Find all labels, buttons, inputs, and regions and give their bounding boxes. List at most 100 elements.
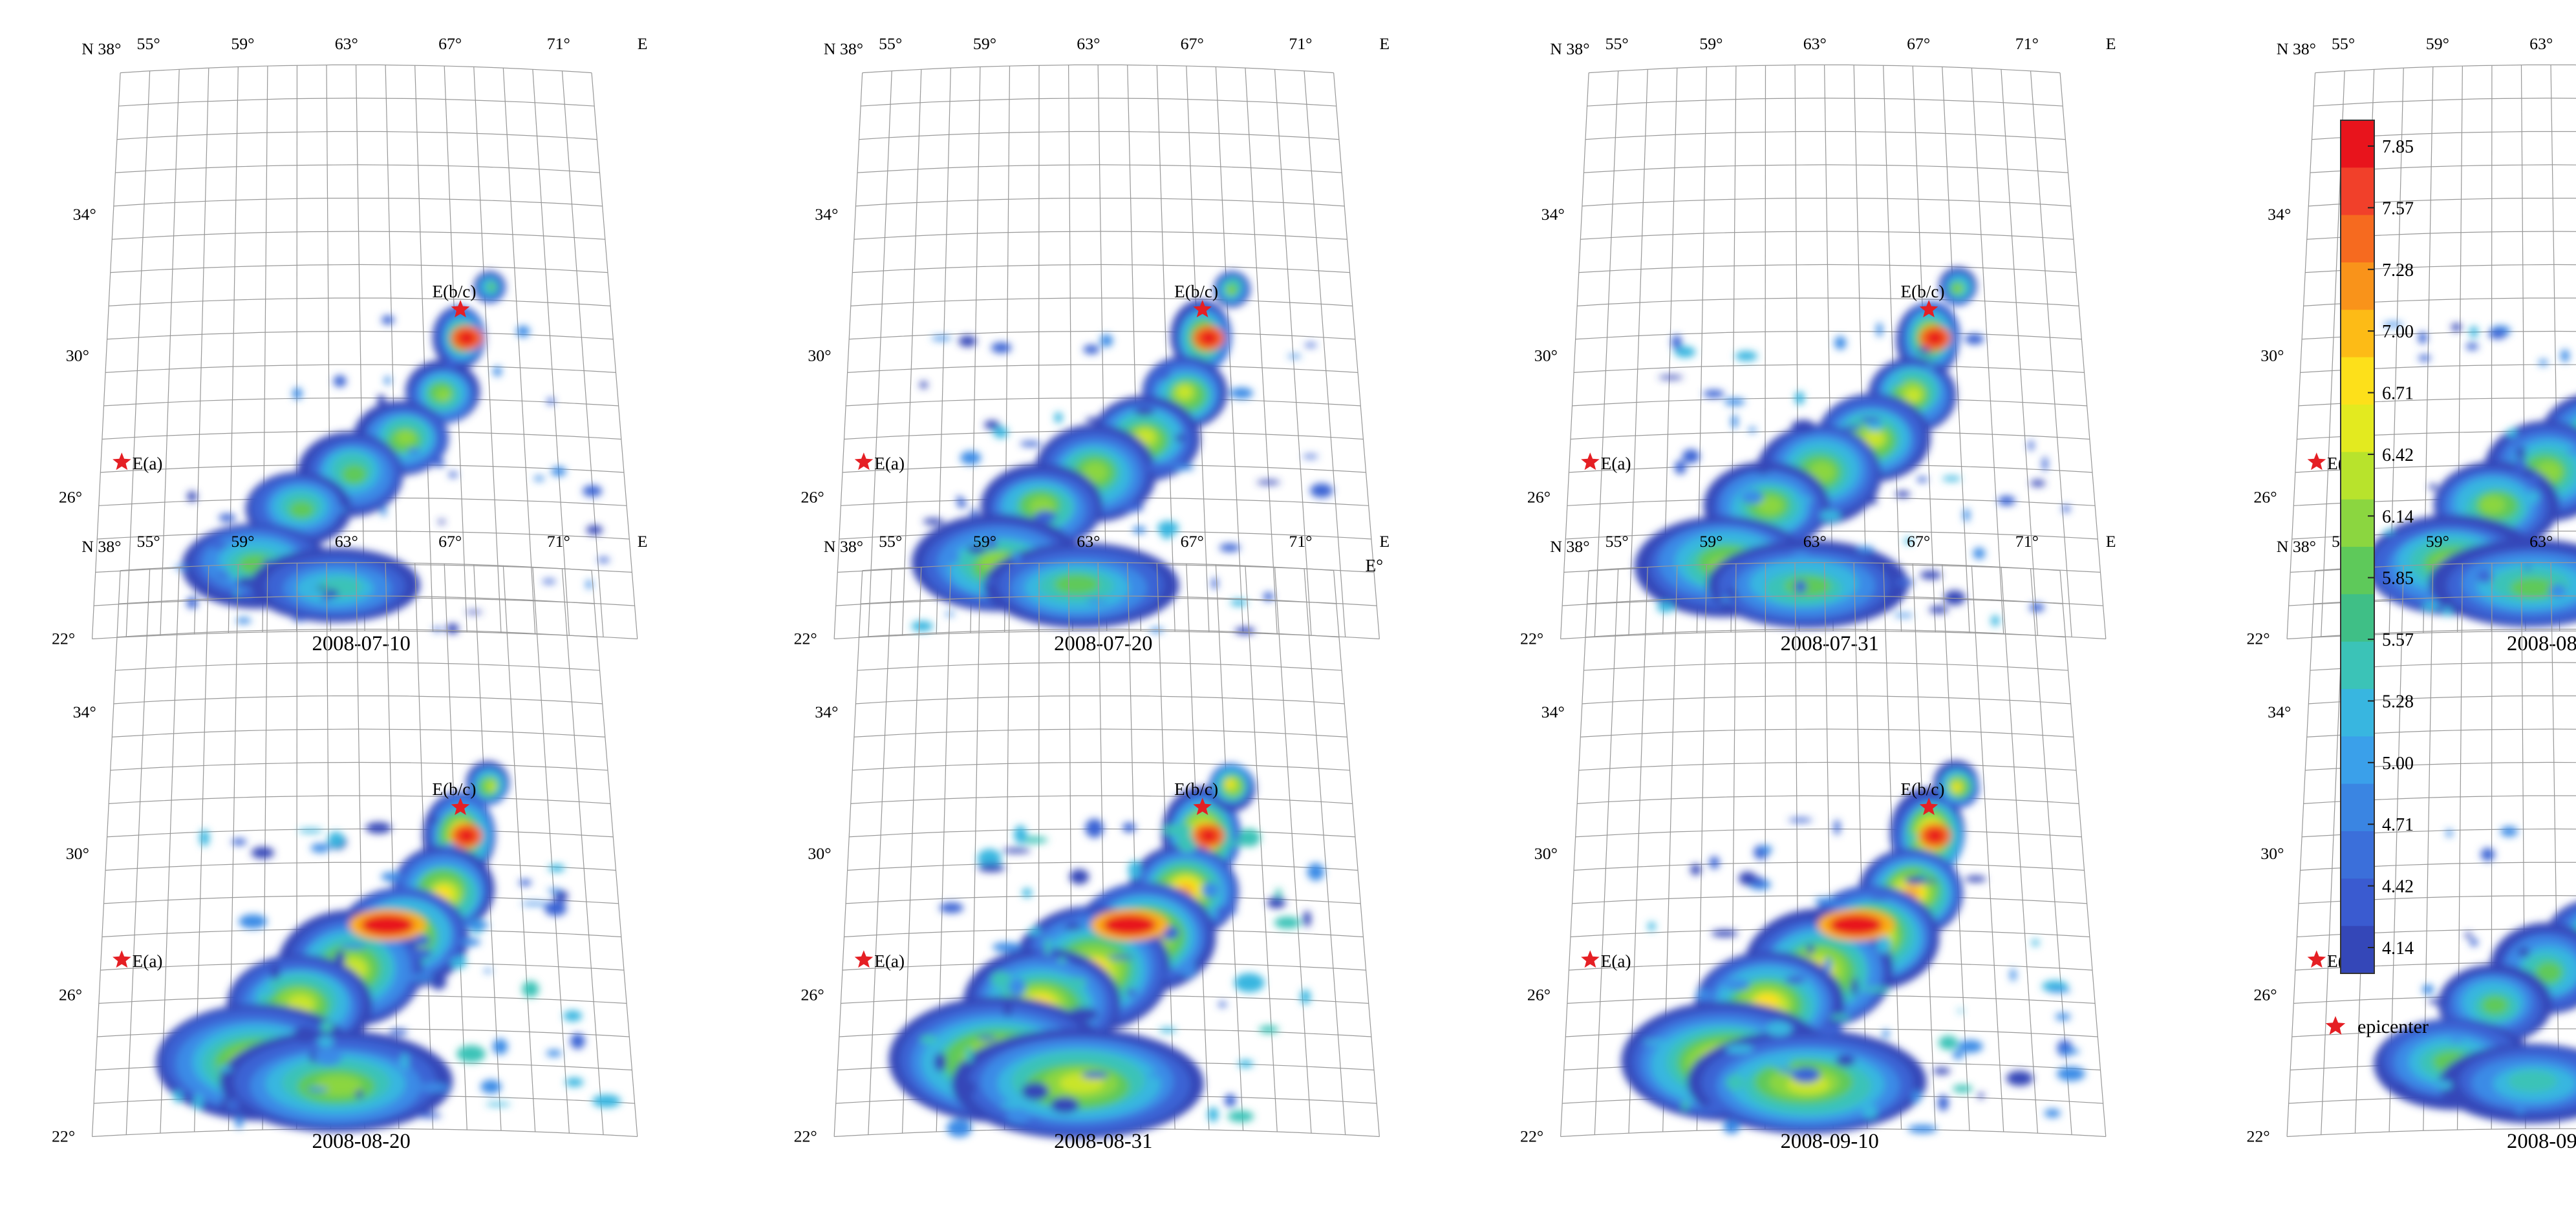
colorbar-segment	[2341, 878, 2374, 927]
north-label: N 38°	[81, 537, 121, 556]
longitude-label: 71°	[2015, 532, 2039, 551]
anomaly-speck	[1027, 1118, 1042, 1130]
map-panel: N 38° 55° 59° 63° 67° 71° E E° 34° 30° 26° 22° E(a) E…	[794, 532, 1390, 1153]
anomaly-speck	[2062, 505, 2070, 513]
longitude-label: 63°	[335, 34, 358, 53]
anomaly-speck	[2451, 323, 2462, 332]
anomaly-speck	[1977, 1092, 1984, 1099]
anomaly-speck	[209, 542, 227, 549]
anomaly-contour	[436, 388, 451, 402]
anomaly-speck	[1739, 871, 1757, 885]
anomaly-speck	[2477, 570, 2493, 583]
anomaly-speck	[1159, 1027, 1177, 1033]
anomaly-speck	[412, 934, 431, 946]
anomaly-speck	[235, 617, 252, 624]
anomaly-speck	[400, 1053, 409, 1070]
anomaly-speck	[1201, 882, 1219, 898]
hot-core	[1926, 829, 1944, 843]
anomaly-speck	[1100, 334, 1113, 347]
anomaly-speck	[2525, 564, 2531, 571]
longitude-label: 67°	[1181, 34, 1204, 53]
anomaly-speck	[1234, 627, 1256, 635]
anomaly-speck	[1895, 491, 1911, 498]
epicenter-bc-label: E(b/c)	[1174, 779, 1218, 799]
anomaly-speck	[516, 325, 530, 337]
anomaly-speck	[1964, 876, 1987, 882]
latitude-label: 30°	[808, 346, 831, 365]
anomaly-speck	[919, 381, 928, 388]
longitude-label: 63°	[2529, 34, 2553, 53]
anomaly-speck	[1942, 476, 1962, 482]
colorbar-segment	[2341, 215, 2374, 263]
anomaly-speck	[1003, 1002, 1013, 1017]
anomaly-speck	[978, 864, 1005, 873]
colorbar-tick-label: 6.42	[2382, 445, 2414, 465]
anomaly-speck	[1121, 504, 1144, 513]
anomaly-speck	[186, 597, 199, 609]
graticule	[91, 64, 638, 640]
anomaly-speck	[1179, 960, 1196, 977]
anomaly-speck	[1696, 989, 1711, 1001]
anomaly-speck	[1152, 367, 1171, 381]
longitude-label: 67°	[438, 34, 462, 53]
anomaly-speck	[1058, 957, 1066, 964]
anomaly-speck	[1163, 824, 1193, 836]
anomaly-contour	[1905, 388, 1922, 403]
anomaly-speck	[2383, 322, 2403, 327]
anomaly-speck	[977, 849, 1002, 868]
longitude-label: 55°	[137, 532, 160, 551]
anomaly-contour	[341, 464, 367, 485]
colorbar-segment	[2341, 594, 2374, 642]
epicenter-a-star-icon	[854, 452, 874, 471]
anomaly-speck	[1916, 476, 1928, 483]
longitude-label: 67°	[438, 532, 462, 551]
anomaly-speck	[1671, 335, 1682, 350]
anomaly-speck	[237, 577, 255, 588]
anomaly-contour	[1954, 783, 1962, 790]
anomaly-speck	[2560, 349, 2570, 363]
anomaly-speck	[1735, 351, 1758, 361]
latitude-label: 26°	[1527, 986, 1551, 1004]
anomaly-contour	[488, 783, 496, 792]
anomaly-speck	[2427, 999, 2450, 1004]
anomaly-speck	[1957, 1009, 1964, 1013]
anomaly-speck	[2518, 947, 2530, 957]
anomaly-speck	[1963, 508, 1970, 522]
epicenter-bc-star-icon	[1193, 300, 1212, 318]
anomaly-speck	[1869, 497, 1878, 505]
anomaly-speck	[328, 831, 344, 847]
colorbar-tick-label: 7.00	[2382, 322, 2414, 342]
anomaly-speck	[1909, 832, 1918, 843]
anomaly-speck	[1938, 1035, 1959, 1050]
anomaly-speck	[1219, 543, 1241, 552]
anomaly-speck	[1081, 1071, 1109, 1079]
map-panel: N 38°55°59°63°67°71°E34°30°26°22°E(a)E(b…	[2246, 34, 2576, 655]
colorbar-segment	[2341, 547, 2374, 595]
anomaly-speck	[1726, 588, 1737, 600]
anomaly-speck	[2056, 1066, 2085, 1081]
latitude-label: 30°	[808, 844, 831, 863]
anomaly-speck	[292, 617, 307, 622]
anomaly-speck	[1682, 449, 1700, 463]
colorbar-tick-label: 4.14	[2382, 938, 2414, 959]
legend-label: epicenter	[2357, 1016, 2429, 1037]
anomaly-speck	[1658, 375, 1684, 380]
anomaly-speck	[1904, 876, 1926, 885]
longitude-label: 59°	[973, 34, 996, 53]
anomaly-speck	[991, 342, 1012, 354]
anomaly-speck	[2538, 359, 2548, 366]
anomaly-speck	[435, 459, 445, 467]
anomaly-contour	[289, 501, 314, 518]
anomaly-speck	[1146, 1073, 1166, 1077]
anomaly-speck	[2446, 829, 2453, 838]
north-label: N 38°	[1550, 39, 1589, 58]
anomaly-speck	[544, 900, 567, 917]
colorbar-segment	[2341, 926, 2374, 974]
anomaly-speck	[941, 550, 960, 564]
anomaly-speck	[1894, 578, 1915, 586]
anomaly-speck	[1013, 551, 1020, 564]
anomaly-speck	[320, 1021, 334, 1033]
colorbar-tick-label: 4.42	[2382, 877, 2414, 897]
anomaly-speck	[1054, 412, 1063, 423]
latitude-label: 26°	[2253, 986, 2277, 1004]
